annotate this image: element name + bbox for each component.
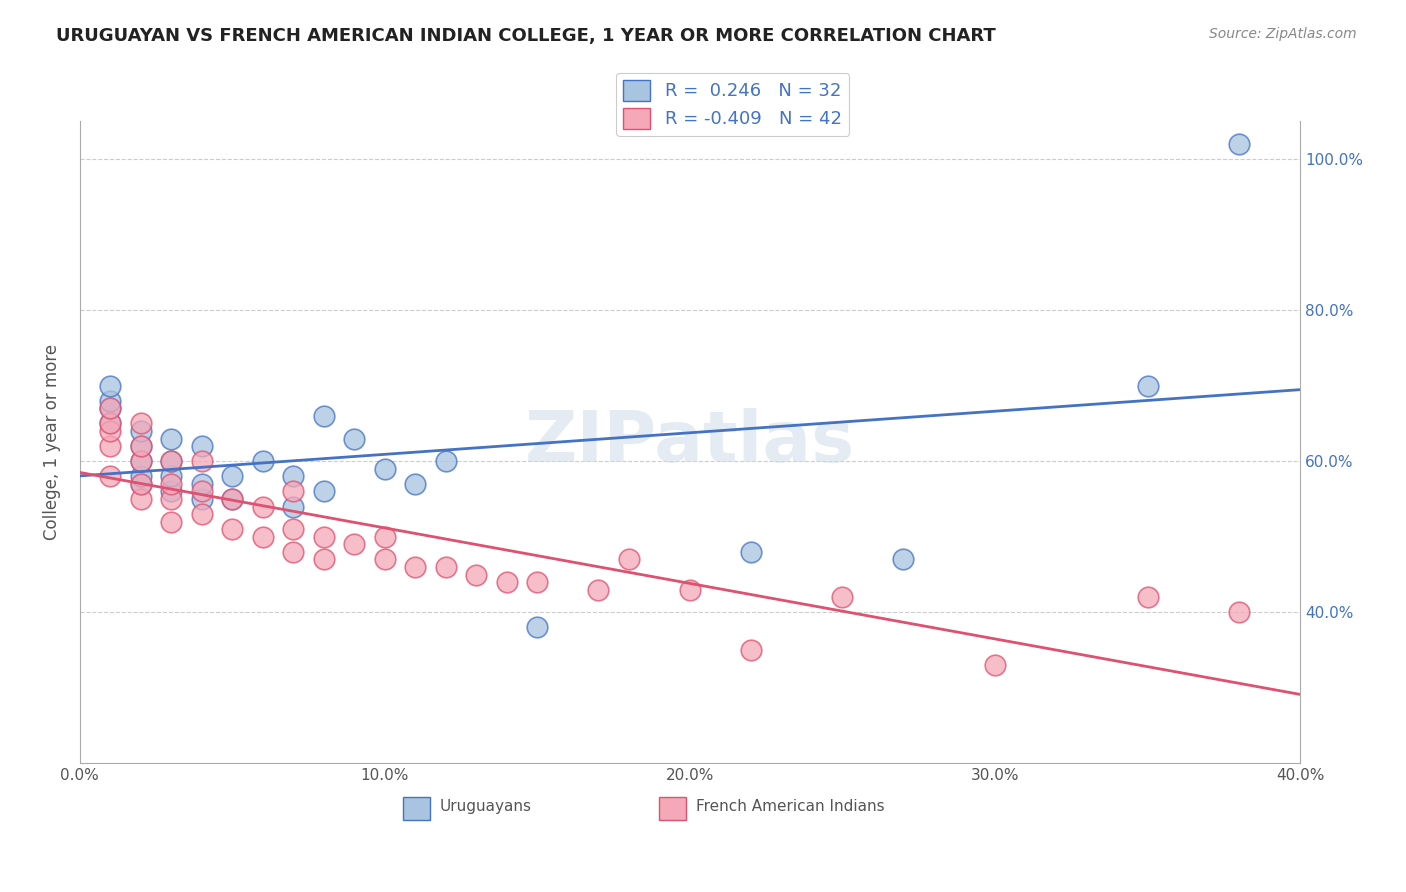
Point bbox=[434, 560, 457, 574]
Point bbox=[160, 484, 183, 499]
Point bbox=[160, 476, 183, 491]
Point bbox=[283, 484, 305, 499]
Point bbox=[252, 454, 274, 468]
Point bbox=[343, 432, 366, 446]
Point bbox=[374, 530, 396, 544]
Point bbox=[984, 658, 1007, 673]
Point bbox=[893, 552, 915, 566]
Point bbox=[465, 567, 488, 582]
FancyBboxPatch shape bbox=[659, 797, 686, 820]
Point bbox=[374, 552, 396, 566]
Point bbox=[1136, 591, 1159, 605]
Point bbox=[526, 575, 548, 590]
Point bbox=[1227, 605, 1250, 619]
Point bbox=[312, 484, 335, 499]
Point bbox=[129, 476, 152, 491]
FancyBboxPatch shape bbox=[404, 797, 430, 820]
Point bbox=[221, 522, 243, 536]
Point bbox=[1227, 136, 1250, 151]
Point bbox=[160, 469, 183, 483]
Point bbox=[160, 491, 183, 506]
Y-axis label: College, 1 year or more: College, 1 year or more bbox=[44, 344, 60, 541]
Point bbox=[740, 545, 762, 559]
Point bbox=[191, 439, 214, 453]
Point bbox=[191, 476, 214, 491]
Point bbox=[129, 439, 152, 453]
Text: URUGUAYAN VS FRENCH AMERICAN INDIAN COLLEGE, 1 YEAR OR MORE CORRELATION CHART: URUGUAYAN VS FRENCH AMERICAN INDIAN COLL… bbox=[56, 27, 995, 45]
Point bbox=[100, 401, 122, 416]
Text: French American Indians: French American Indians bbox=[696, 799, 884, 814]
Point bbox=[160, 454, 183, 468]
Point bbox=[283, 522, 305, 536]
Point bbox=[129, 491, 152, 506]
Point bbox=[129, 454, 152, 468]
Point bbox=[312, 552, 335, 566]
Point bbox=[221, 491, 243, 506]
Text: ZIPatlas: ZIPatlas bbox=[524, 408, 855, 477]
Point bbox=[312, 409, 335, 423]
Point bbox=[100, 417, 122, 431]
Point bbox=[191, 484, 214, 499]
Point bbox=[100, 469, 122, 483]
Point bbox=[160, 454, 183, 468]
Point bbox=[617, 552, 640, 566]
Point bbox=[129, 424, 152, 438]
Point bbox=[100, 439, 122, 453]
Point bbox=[100, 378, 122, 392]
Point bbox=[100, 417, 122, 431]
Point bbox=[252, 500, 274, 514]
Point bbox=[283, 500, 305, 514]
Point bbox=[283, 545, 305, 559]
Point bbox=[831, 591, 853, 605]
Point bbox=[588, 582, 610, 597]
Point bbox=[221, 491, 243, 506]
Point bbox=[100, 401, 122, 416]
Text: Uruguayans: Uruguayans bbox=[440, 799, 531, 814]
Point bbox=[404, 560, 426, 574]
Point bbox=[100, 393, 122, 408]
Point bbox=[129, 469, 152, 483]
Point bbox=[434, 454, 457, 468]
Point bbox=[160, 432, 183, 446]
Point bbox=[129, 454, 152, 468]
Point bbox=[129, 417, 152, 431]
Legend: R =  0.246   N = 32, R = -0.409   N = 42: R = 0.246 N = 32, R = -0.409 N = 42 bbox=[616, 72, 849, 136]
Point bbox=[740, 643, 762, 657]
Point bbox=[129, 476, 152, 491]
Point bbox=[404, 476, 426, 491]
Point bbox=[526, 620, 548, 634]
Point bbox=[343, 537, 366, 551]
Point bbox=[221, 469, 243, 483]
Point bbox=[312, 530, 335, 544]
Point bbox=[374, 462, 396, 476]
Point bbox=[129, 439, 152, 453]
Point bbox=[496, 575, 519, 590]
Point bbox=[679, 582, 702, 597]
Point bbox=[191, 507, 214, 521]
Point bbox=[160, 515, 183, 529]
Text: Source: ZipAtlas.com: Source: ZipAtlas.com bbox=[1209, 27, 1357, 41]
Point bbox=[1136, 378, 1159, 392]
Point bbox=[191, 491, 214, 506]
Point bbox=[100, 424, 122, 438]
Point bbox=[191, 454, 214, 468]
Point bbox=[252, 530, 274, 544]
Point bbox=[283, 469, 305, 483]
